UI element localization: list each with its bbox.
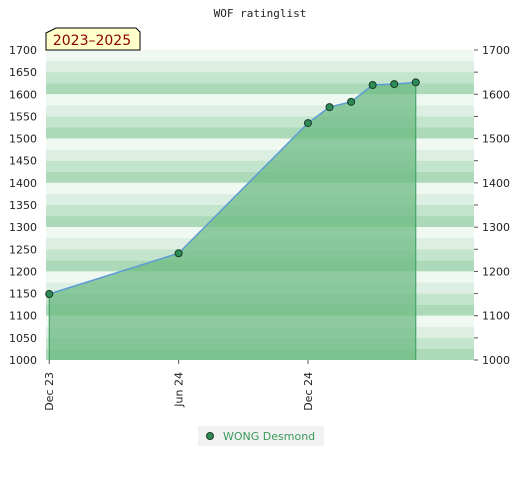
y-tick-label: 1000 (9, 354, 37, 367)
data-point (347, 97, 356, 106)
data-point (174, 249, 183, 258)
y-tick-label: 1650 (9, 66, 37, 79)
series-area (49, 82, 416, 360)
y-tick-label-right: 1200 (482, 265, 510, 278)
background-band (46, 127, 474, 139)
badge-box (45, 27, 141, 51)
data-point (368, 80, 377, 89)
y-tick-label-right: 1500 (482, 133, 510, 146)
range-badge: 2023–2025 (45, 27, 141, 51)
background-band (46, 116, 474, 128)
y-tick-label-right: 1000 (482, 354, 510, 367)
data-point (390, 80, 399, 89)
y-tick-label: 1200 (9, 265, 37, 278)
points-layer (45, 78, 420, 299)
chart-title: WOF ratinglist (214, 7, 307, 20)
legend-marker (206, 432, 214, 440)
background-band (46, 138, 474, 150)
x-tick-label: Dec 24 (302, 372, 315, 411)
y-tick-label: 1100 (9, 310, 37, 323)
y-axis-left: 1000 1050 1100 1150 1200 1250 1300 1350 1400 1450… (9, 44, 37, 367)
background-band (46, 61, 474, 73)
background-band (46, 94, 474, 106)
background-band (46, 83, 474, 95)
y-tick-label: 1600 (9, 88, 37, 101)
y-tick-label: 1250 (9, 243, 37, 256)
y-tick-label: 1450 (9, 155, 37, 168)
x-tick-label: Dec 23 (43, 372, 56, 411)
legend-label: WONG Desmond (223, 430, 315, 443)
y-tick-label-right: 1400 (482, 177, 510, 190)
badge-text: 2023–2025 (53, 33, 131, 49)
y-tick-label-right: 1600 (482, 88, 510, 101)
y-tick-label: 1300 (9, 221, 37, 234)
y-tick-label: 1050 (9, 332, 37, 345)
data-point (45, 290, 54, 299)
data-point (411, 78, 420, 87)
background-band (46, 72, 474, 84)
y-tick-label-right: 1100 (482, 310, 510, 323)
y-tick-label: 1550 (9, 110, 37, 123)
y-tick-label: 1700 (9, 44, 37, 57)
y-tick-label-right: 1300 (482, 221, 510, 234)
data-point (303, 119, 312, 128)
y-tick-label: 1400 (9, 177, 37, 190)
area-layer (48, 82, 417, 360)
y-axis-right: 1000 1100 1200 1300 1400 1500 1600 1700 (474, 44, 510, 367)
background-band (46, 149, 474, 161)
legend-box (198, 426, 324, 446)
data-point (325, 103, 334, 112)
x-tick-label: Jun 24 (173, 372, 186, 408)
legend[interactable]: WONG Desmond (198, 426, 324, 446)
y-tick-label: 1150 (9, 288, 37, 301)
background-band (46, 160, 474, 172)
y-tick-label-right: 1700 (482, 44, 510, 57)
y-tick-label: 1500 (9, 133, 37, 146)
background-band (46, 50, 474, 62)
background-band (46, 105, 474, 117)
x-axis: Dec 23 Jun 24 Dec 24 (43, 360, 315, 411)
y-tick-label: 1350 (9, 199, 37, 212)
